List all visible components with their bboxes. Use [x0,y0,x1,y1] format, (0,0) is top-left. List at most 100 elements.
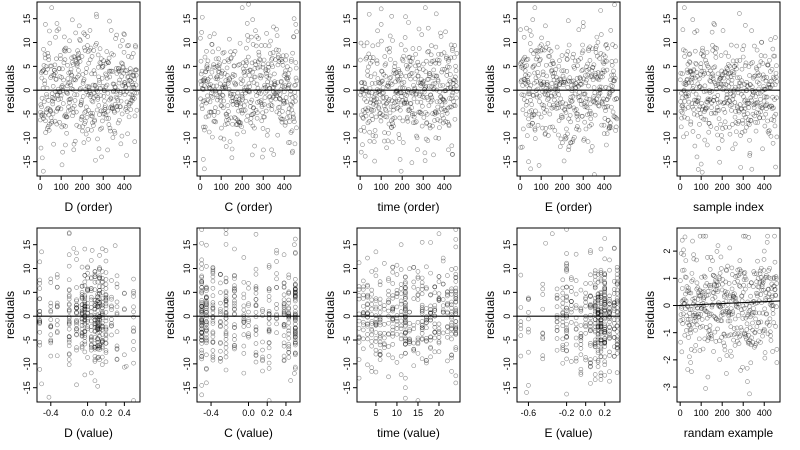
data-point [293,325,298,331]
data-point [118,69,124,74]
data-point [413,51,418,57]
data-point [442,108,448,113]
data-point [403,317,408,323]
data-point [242,107,248,113]
data-point [129,92,135,98]
data-point [582,119,587,125]
data-point [528,123,534,128]
data-point [554,319,560,325]
data-point [450,81,456,86]
data-point [97,288,102,293]
data-point [73,30,78,36]
data-point [274,271,279,276]
data-point [101,108,106,114]
points-layer [199,228,298,402]
data-point [281,284,287,290]
data-point [380,95,386,100]
data-point [423,110,428,115]
data-point [553,67,558,72]
data-point [691,252,696,257]
data-point [680,103,685,108]
data-point [46,112,52,118]
data-point [558,96,564,102]
data-point [604,142,609,148]
data-point [37,320,43,325]
data-point [571,105,577,111]
data-point [423,69,429,75]
data-point [588,302,593,307]
y-axis-label: residuals [3,65,17,113]
data-point [92,320,98,326]
data-point [390,308,396,314]
data-point [358,57,363,63]
data-point [575,124,580,129]
data-point [595,272,601,277]
data-point [82,320,88,326]
data-point [608,77,613,83]
data-point [614,323,620,328]
data-point [390,307,396,312]
data-point [246,319,251,324]
x-axis-label: time (value) [377,426,440,440]
data-point [286,311,292,316]
data-point [565,49,571,54]
data-point [453,311,459,316]
data-point [265,83,270,89]
data-point [386,331,391,337]
data-point [406,90,412,96]
data-point [450,87,456,92]
data-point [761,267,767,273]
data-point [562,107,568,113]
data-point [724,95,729,101]
data-point [771,105,776,111]
data-point [682,297,687,302]
data-point [444,73,450,78]
data-point [741,112,747,118]
data-point [586,83,591,89]
data-point [373,320,379,325]
data-point [703,283,708,289]
data-point [684,77,690,82]
data-point [79,333,85,339]
data-point [217,95,223,100]
data-point [749,310,755,316]
data-point [602,354,608,360]
data-point [286,355,292,360]
data-point [255,110,260,115]
data-point [771,276,777,281]
data-point [246,331,251,336]
data-point [614,317,620,323]
data-point [397,85,403,91]
data-point [132,113,138,119]
data-point [109,105,115,110]
data-point [741,94,746,99]
data-point [728,306,734,311]
data-point [83,119,88,124]
data-point [432,307,438,313]
data-point [92,344,98,350]
data-point [110,81,116,87]
data-point [564,308,569,313]
data-point [79,310,85,316]
data-point [37,286,43,291]
data-point [453,228,459,232]
data-point [766,275,772,281]
data-point [614,309,620,314]
data-point [99,309,105,315]
data-point [592,273,598,279]
data-point [403,330,408,335]
data-point [293,326,298,331]
data-point [722,289,728,294]
data-point [400,97,405,103]
data-point [386,288,391,294]
data-point [95,298,100,304]
data-point [560,304,566,310]
data-point [563,135,569,141]
data-point [576,127,582,133]
data-point [238,76,244,82]
data-point [228,55,234,60]
data-point [373,249,379,255]
data-point [554,328,560,333]
data-point [518,61,523,67]
